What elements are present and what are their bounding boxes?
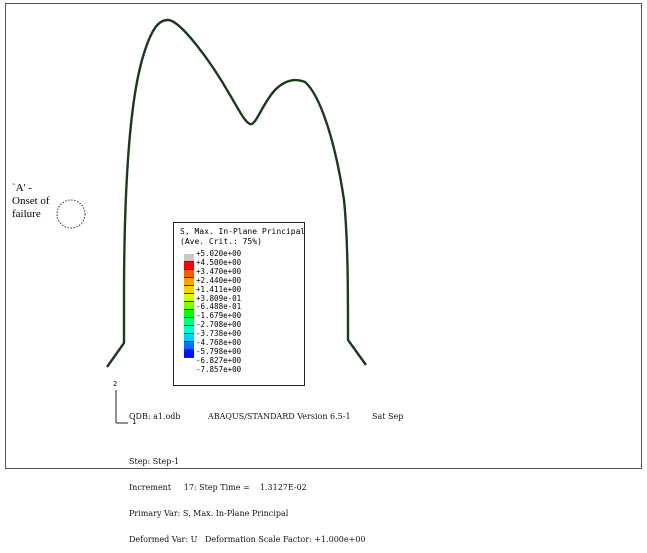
legend-title-line-2: (Ave. Crit.: 75%) xyxy=(180,237,262,246)
legend-entry-label: -5.798e+00 xyxy=(196,346,242,356)
legend-entry-label: -7.857e+00 xyxy=(196,364,242,374)
axis-y-label: 2 xyxy=(113,380,118,388)
legend-swatch xyxy=(184,278,194,286)
legend-swatch xyxy=(184,286,194,294)
legend-entry-label: +2.440e+00 xyxy=(196,275,242,285)
deformed-var-label: Deformed Var: U Deformation Scale Factor… xyxy=(129,534,366,544)
legend-labels: +5.020e+00 +4.500e+00 +3.470e+00 +2.440e+00… xyxy=(196,249,242,375)
legend-entry-label: -4.768e+00 xyxy=(196,338,242,348)
legend-swatch xyxy=(184,310,194,318)
legend-swatch xyxy=(184,302,194,310)
legend-swatch xyxy=(184,254,194,262)
step-label: Step: Step-1 xyxy=(129,457,180,467)
solver-version: ABAQUS/STANDARD Version 6.5-1 xyxy=(208,412,351,422)
stress-legend: S, Max. In-Plane Principal (Ave. Crit.: 7… xyxy=(173,222,305,386)
deformed-shape-outline xyxy=(106,18,367,368)
failure-onset-circle xyxy=(56,199,86,229)
legend-entry-label: -1.679e+00 xyxy=(196,311,242,321)
legend-entry-label: +3.470e+00 xyxy=(196,266,242,276)
legend-entry-label: -6.827e+00 xyxy=(196,355,242,365)
legend-swatch xyxy=(184,262,194,270)
model-viewport[interactable] xyxy=(0,0,647,474)
legend-swatch xyxy=(184,334,194,342)
failure-annotation: `A' - Onset of failure xyxy=(12,182,50,221)
legend-swatch xyxy=(184,294,194,302)
legend-entry-label: +3.809e-01 xyxy=(196,293,242,303)
legend-entry-label: +5.020e+00 xyxy=(196,249,242,258)
legend-entry-label: +4.500e+00 xyxy=(196,257,242,267)
legend-title: S, Max. In-Plane Principal (Ave. Crit.: 7… xyxy=(180,227,305,247)
legend-entry-label: -3.738e+00 xyxy=(196,329,242,339)
odb-filename: ODB: a1.odb xyxy=(129,412,181,422)
annotation-line-3: failure xyxy=(12,208,41,220)
axis-x-label: 1 xyxy=(132,418,137,426)
legend-swatch xyxy=(184,270,194,278)
legend-swatch xyxy=(184,318,194,326)
legend-entry-label: -6.488e-01 xyxy=(196,302,242,312)
legend-color-bar xyxy=(184,254,194,358)
increment-label: Increment 17: Step Time = 1.3127E-02 xyxy=(129,483,307,493)
legend-entry-label: +1.411e+00 xyxy=(196,284,242,294)
legend-entry-label: -2.708e+00 xyxy=(196,320,242,330)
run-date: Sat Sep xyxy=(372,412,404,422)
legend-title-line-1: S, Max. In-Plane Principal xyxy=(180,227,306,236)
viewport-frame xyxy=(5,3,642,469)
legend-swatch xyxy=(184,342,194,350)
annotation-line-1: `A' - xyxy=(12,182,33,194)
analysis-info: ODB: a1.odb ABAQUS/STANDARD Version 6.5-… xyxy=(129,396,403,553)
legend-swatch xyxy=(184,326,194,334)
primary-var-label: Primary Var: S, Max. In-Plane Principal xyxy=(129,508,289,518)
annotation-line-2: Onset of xyxy=(12,195,50,207)
legend-swatch xyxy=(184,350,194,358)
